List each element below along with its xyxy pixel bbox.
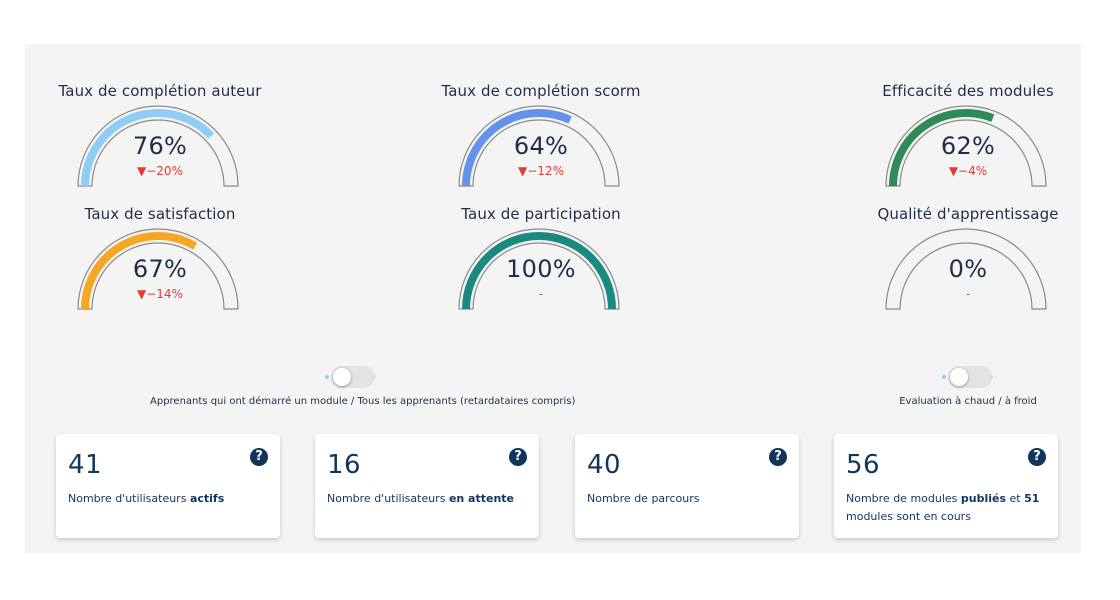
gauge-delta: - [538, 287, 544, 301]
gauge-title: Taux de participation [461, 205, 621, 223]
stat-number: 16 [327, 450, 362, 480]
gauge-satisfaction: Taux de satisfaction 67% ▼−14% [40, 205, 280, 315]
gauge-value: 64% [513, 132, 569, 160]
gauge-title: Taux de complétion auteur [58, 82, 262, 100]
gauge-value: 100% [506, 255, 576, 283]
gauge-track [885, 228, 1047, 310]
gauge-delta: ▼−4% [948, 164, 988, 178]
stat-card-courses: 40 ? Nombre de parcours [575, 434, 799, 538]
gauge-track [458, 228, 620, 310]
question-circle-icon[interactable]: ? [769, 448, 787, 466]
question-circle-icon[interactable]: ? [250, 448, 268, 466]
gauge-qualite-apprentissage: Qualité d'apprentissage 0% - [848, 205, 1088, 315]
learners-toggle-label: Apprenants qui ont démarré un module / T… [150, 396, 576, 407]
gauge-track [77, 228, 239, 310]
gauge-participation: Taux de participation 100% - [421, 205, 661, 315]
stat-number: 56 [846, 450, 881, 480]
gauge-delta: ▼−14% [137, 287, 183, 301]
stat-number: 41 [68, 450, 103, 480]
gauge-track [458, 105, 620, 187]
gauge-value: 62% [940, 132, 996, 160]
gauge-delta: ▼−20% [137, 164, 183, 178]
learners-toggle[interactable] [331, 366, 375, 388]
toggle-indicator-left [942, 375, 946, 379]
gauge-arc [77, 105, 239, 187]
gauge-value: 67% [132, 255, 188, 283]
gauge-completion-auteur: Taux de complétion auteur 76% ▼−20% [40, 82, 280, 192]
question-circle-icon[interactable]: ? [1028, 448, 1046, 466]
gauge-completion-scorm: Taux de complétion scorm 64% ▼−12% [421, 82, 661, 192]
gauge-fill [81, 232, 198, 310]
gauge-value: 0% [948, 255, 988, 283]
stat-card-modules: 56 ? Nombre de modules publiés et 51 mod… [834, 434, 1058, 538]
gauge-arc [885, 228, 1047, 310]
toggle-indicator-right [372, 375, 376, 379]
gauge-title: Qualité d'apprentissage [877, 205, 1059, 223]
stat-number: 40 [587, 450, 622, 480]
gauge-fill [81, 109, 215, 187]
toggle-indicator-right [989, 375, 993, 379]
gauge-efficacite-modules: Efficacité des modules 62% ▼−4% [848, 82, 1088, 192]
gauge-arc [458, 228, 620, 310]
stat-description: Nombre d'utilisateurs en attente [327, 492, 515, 505]
question-circle-icon[interactable]: ? [509, 448, 527, 466]
gauge-arc [458, 105, 620, 187]
toggle-knob[interactable] [950, 368, 968, 386]
gauge-arc [885, 105, 1047, 187]
gauge-fill [889, 109, 995, 187]
evaluation-toggle-label: Evaluation à chaud / à froid [899, 396, 1037, 407]
gauge-value: 76% [132, 132, 188, 160]
toggle-indicator-left [325, 375, 329, 379]
gauge-title: Taux de complétion scorm [441, 82, 641, 100]
gauge-arc [77, 228, 239, 310]
stat-card-pending-users: 16 ? Nombre d'utilisateurs en attente [315, 434, 539, 538]
toggle-knob[interactable] [333, 368, 351, 386]
stat-description: Nombre de parcours [587, 492, 700, 505]
gauge-title: Efficacité des modules [882, 82, 1054, 100]
stat-description: Nombre de modules publiés et 51 modules … [846, 492, 1040, 523]
gauge-title: Taux de satisfaction [84, 205, 236, 223]
gauge-fill [462, 232, 616, 310]
gauge-delta: - [965, 287, 971, 301]
gauge-track [77, 105, 239, 187]
gauge-delta: ▼−12% [518, 164, 564, 178]
gauge-fill [462, 109, 572, 187]
gauge-track [885, 105, 1047, 187]
stat-description: Nombre d'utilisateurs actifs [68, 492, 225, 505]
evaluation-toggle[interactable] [948, 366, 992, 388]
stat-card-active-users: 41 ? Nombre d'utilisateurs actifs [56, 434, 280, 538]
